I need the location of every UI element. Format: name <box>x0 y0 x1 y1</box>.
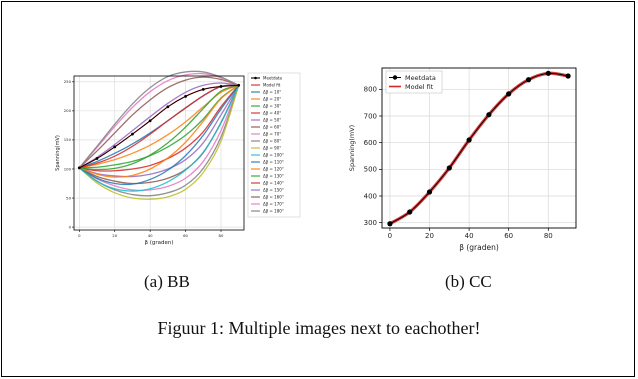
legend-entry-delta: Δβ = 90° <box>263 145 281 150</box>
x-axis-label: β (graden) <box>459 243 499 252</box>
meetdata-point <box>96 157 99 160</box>
x-axis-label: β (graden) <box>144 240 173 246</box>
x-tick-label: 40 <box>148 233 153 238</box>
meetdata-point <box>202 88 205 91</box>
y-tick-label: 600 <box>364 139 377 147</box>
legend-entry-delta: Δβ = 170° <box>263 201 284 206</box>
plot-area <box>74 76 244 230</box>
x-tick-label: 20 <box>112 233 117 238</box>
meetdata-point <box>237 84 240 87</box>
y-tick-label: 400 <box>364 192 377 200</box>
x-tick-label: 20 <box>425 232 434 240</box>
subcaption-a: (a) BB <box>144 272 190 292</box>
y-tick-label: 200 <box>64 108 72 113</box>
legend-entry-delta: Δβ = 30° <box>263 103 281 108</box>
legend-entry-delta: Δβ = 110° <box>263 159 284 164</box>
figure-caption: Figuur 1: Multiple images next to eachot… <box>0 318 638 339</box>
legend-entry-delta: Δβ = 140° <box>263 180 284 185</box>
y-tick-label: 250 <box>64 79 72 84</box>
legend-entry-meetdata: Meetdata <box>405 74 436 82</box>
legend-entry-delta: Δβ = 20° <box>263 96 281 101</box>
chart-bb: 0 20 40 60 80 0 50 100 150 200 250 β (graden) Spanni… <box>52 70 302 248</box>
y-tick-label: 150 <box>64 137 72 142</box>
meetdata-point <box>166 105 169 108</box>
meetdata-point <box>447 165 452 170</box>
legend-entry-delta: Δβ = 10° <box>263 89 281 94</box>
subcaption-b: (b) CC <box>445 272 492 292</box>
legend-entry-model-fit: Model fit <box>405 83 434 91</box>
meetdata-point <box>546 71 551 76</box>
legend-entry-delta: Δβ = 160° <box>263 194 284 199</box>
meetdata-point <box>427 189 432 194</box>
x-tick-label: 80 <box>219 233 224 238</box>
legend-entry-delta: Δβ = 180° <box>263 208 284 213</box>
x-tick-label: 60 <box>504 232 513 240</box>
y-axis-label: Spanning(mV) <box>348 125 356 171</box>
legend-entry-delta: Δβ = 100° <box>263 152 284 157</box>
meetdata-point <box>565 73 570 78</box>
y-tick-label: 100 <box>64 166 72 171</box>
meetdata-point <box>486 112 491 117</box>
legend-entry-delta: Δβ = 60° <box>263 124 281 129</box>
meetdata-point <box>506 91 511 96</box>
y-tick-label: 300 <box>364 219 377 227</box>
meetdata-point <box>131 133 134 136</box>
meetdata-point <box>184 95 187 98</box>
legend-entry-delta: Δβ = 80° <box>263 138 281 143</box>
x-tick-label: 40 <box>465 232 474 240</box>
legend-entry-delta: Δβ = 120° <box>263 166 284 171</box>
x-tick-label: 0 <box>78 233 81 238</box>
x-tick-label: 0 <box>388 232 392 240</box>
legend-entry-model-fit: Model fit <box>263 82 281 87</box>
legend-entry-delta: Δβ = 150° <box>263 187 284 192</box>
x-tick-label: 60 <box>183 233 188 238</box>
y-axis-label: Spanning(mV) <box>55 135 61 171</box>
legend-entry-delta: Δβ = 50° <box>263 117 281 122</box>
y-tick-label: 500 <box>364 166 377 174</box>
legend-entry-delta: Δβ = 70° <box>263 131 281 136</box>
legend-entry-meetdata-marker <box>254 77 257 80</box>
meetdata-point <box>113 145 116 148</box>
legend-entry-delta: Δβ = 40° <box>263 110 281 115</box>
y-tick-label: 0 <box>69 224 72 229</box>
meetdata-point <box>78 166 81 169</box>
x-tick-label: 80 <box>544 232 553 240</box>
meetdata-point <box>526 77 531 82</box>
meetdata-point <box>407 209 412 214</box>
meetdata-point <box>220 85 223 88</box>
meetdata-point <box>467 137 472 142</box>
legend-entry-delta: Δβ = 130° <box>263 173 284 178</box>
chart-cc: 0 20 40 60 80 300 400 500 600 700 800 β (graden) Spa… <box>344 60 584 254</box>
meetdata-point <box>387 221 392 226</box>
meetdata-point <box>149 119 152 122</box>
y-tick-label: 50 <box>66 195 71 200</box>
y-tick-label: 800 <box>364 86 377 94</box>
legend-entry-meetdata: Meetdata <box>263 75 283 80</box>
legend-entry-meetdata-marker <box>393 75 397 79</box>
y-tick-label: 700 <box>364 112 377 120</box>
